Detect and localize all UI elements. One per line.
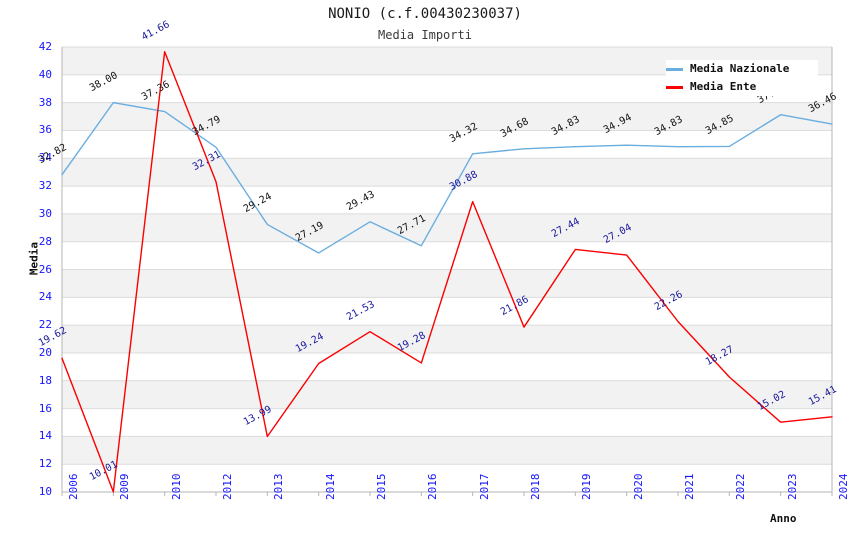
- x-tick-label: 2024: [837, 473, 850, 501]
- legend-swatch-icon: [666, 85, 683, 89]
- x-tick-label: 2015: [375, 473, 388, 501]
- x-tick-label: 2020: [631, 473, 645, 501]
- y-axis-label: Media: [27, 241, 41, 276]
- y-tick-label: 14: [38, 429, 52, 443]
- x-tick-label: 2010: [169, 473, 183, 501]
- y-tick-label: 12: [38, 457, 52, 471]
- x-tick-label: 2009: [118, 473, 132, 501]
- x-tick-label: 2016: [426, 473, 440, 501]
- y-tick-label: 18: [38, 373, 52, 387]
- x-tick-label: 2018: [529, 473, 542, 501]
- legend-swatch-icon: [666, 67, 683, 71]
- y-tick-label: 22: [38, 318, 52, 332]
- y-tick-label: 10: [38, 485, 52, 498]
- legend-label: Media Ente: [690, 80, 757, 93]
- y-tick-label: 24: [38, 290, 52, 304]
- x-tick-label: 2021: [683, 473, 696, 501]
- y-tick-label: 40: [38, 67, 52, 81]
- y-tick-label: 32: [38, 179, 52, 193]
- y-tick-label: 34: [38, 151, 52, 165]
- x-tick-label: 2006: [67, 473, 80, 501]
- x-axis-label: Anno: [770, 512, 797, 525]
- y-tick-label: 28: [38, 234, 52, 248]
- x-tick-label: 2013: [272, 473, 286, 501]
- legend-item-media-nazionale[interactable]: Media Nazionale: [666, 62, 789, 75]
- y-tick-label: 38: [38, 95, 52, 109]
- legend-label: Media Nazionale: [690, 62, 790, 75]
- y-tick-label: 16: [38, 401, 52, 415]
- legend-item-media-ente[interactable]: Media Ente: [666, 80, 756, 93]
- y-tick-label: 30: [38, 206, 52, 220]
- x-tick-label: 2023: [785, 473, 799, 501]
- y-tick-label: 20: [38, 345, 52, 359]
- legend: Media Nazionale Media Ente: [666, 60, 818, 96]
- x-tick-label: 2022: [734, 473, 748, 501]
- x-tick-label: 2014: [323, 473, 337, 501]
- x-tick-label: 2017: [477, 473, 491, 501]
- x-tick-label: 2012: [221, 473, 234, 501]
- y-tick-label: 42: [38, 40, 52, 53]
- chart-title: NONIO (c.f.00430230037): [328, 6, 522, 22]
- chart-subtitle: Media Importi: [378, 28, 472, 42]
- y-tick-label: 26: [38, 262, 52, 276]
- y-tick-label: 36: [38, 123, 52, 137]
- x-tick-label: 2019: [580, 473, 594, 501]
